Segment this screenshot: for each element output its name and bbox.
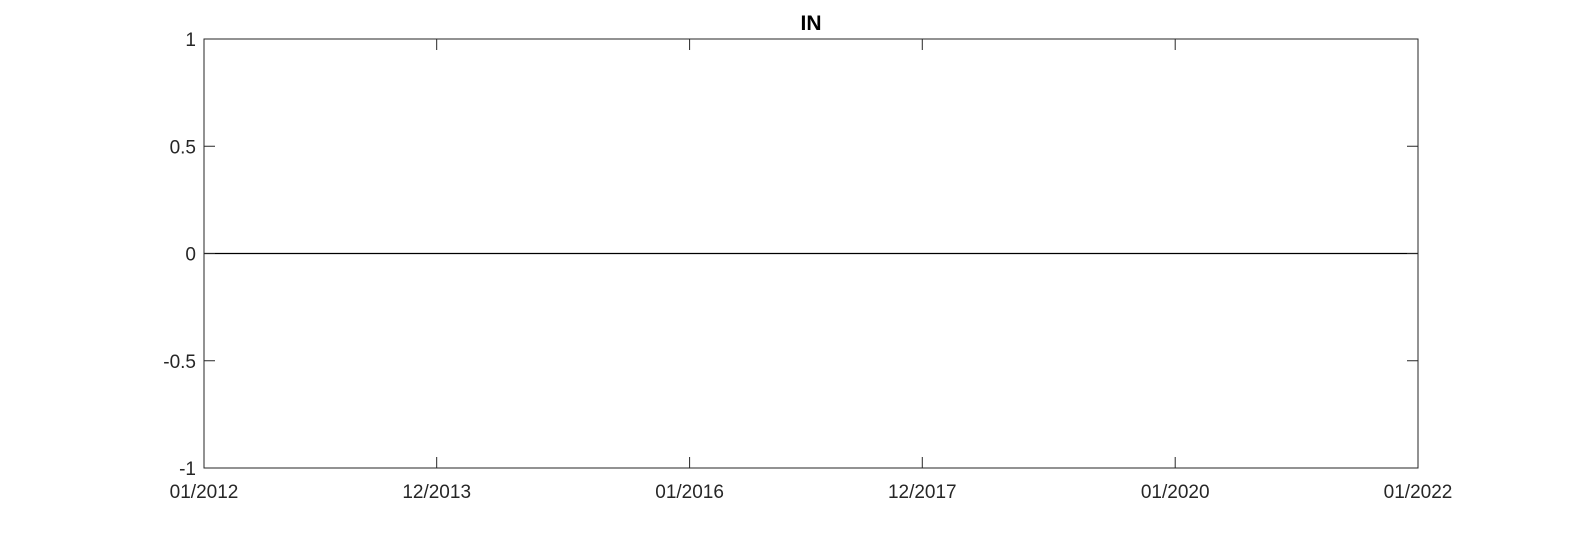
y-tick-label: 0 [185, 245, 196, 266]
chart-title: IN [801, 12, 822, 35]
y-tick-label: 1 [185, 30, 196, 51]
x-tick-label: 01/2020 [1141, 482, 1210, 503]
x-tick-label: 01/2016 [655, 482, 724, 503]
x-axis: 01/2012 12/2013 01/2016 12/2017 01/2020 01/20… [170, 39, 1453, 503]
plot-area [203, 38, 1419, 469]
x-tick-label: 01/2012 [170, 482, 239, 503]
y-tick-label: -1 [179, 459, 196, 480]
x-tick-label: 12/2017 [888, 482, 957, 503]
y-tick-label: -0.5 [163, 352, 196, 373]
x-tick-label: 12/2013 [402, 482, 471, 503]
y-tick-label: 0.5 [170, 137, 196, 158]
x-tick-label: 01/2022 [1384, 482, 1453, 503]
y-axis: -1 -0.5 0 0.5 1 [163, 30, 1418, 480]
